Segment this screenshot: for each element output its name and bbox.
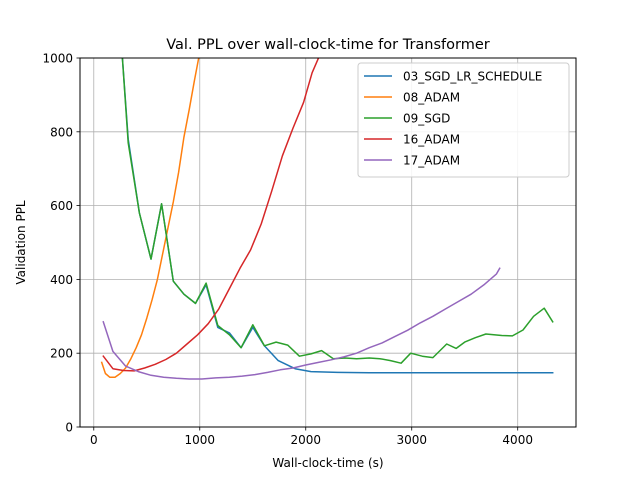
legend-label: 03_SGD_LR_SCHEDULE [403,70,542,84]
y-tick-label: 200 [50,347,73,361]
legend-label: 08_ADAM [403,91,460,105]
y-tick-label: 800 [50,125,73,139]
series-line-16-adam [102,58,320,372]
series-line-17-adam [102,267,501,380]
plot-frame [79,57,577,428]
x-tick-label: 4000 [502,433,533,447]
legend-frame [357,62,570,178]
y-axis-label: Validation PPL [14,200,28,285]
y-tick-label: 600 [50,199,73,213]
x-axis-label: Wall-clock-time (s) [272,456,383,470]
legend-label: 09_SGD [403,112,450,126]
series-line-08-adam [100,58,200,378]
legend: 03_SGD_LR_SCHEDULE 08_ADAM 09_SGD 16_ADAM 17… [357,62,570,178]
series-lines [100,58,554,380]
legend-label: 16_ADAM [403,133,460,147]
y-tick-label: 400 [50,273,73,287]
y-tick-label: 1000 [42,52,73,66]
chart-title: Val. PPL over wall-clock-time for Transf… [166,37,490,53]
x-tick-label: 1000 [184,433,215,447]
x-tick-label: 0 [90,433,98,447]
x-tick-label: 2000 [290,433,321,447]
y-axis-ticks: 0 200 400 600 800 1000 [42,52,80,435]
legend-label: 17_ADAM [403,154,460,168]
x-tick-label: 3000 [396,433,427,447]
y-tick-label: 0 [65,421,73,435]
x-axis-ticks: 0 1000 2000 3000 4000 [90,427,533,447]
